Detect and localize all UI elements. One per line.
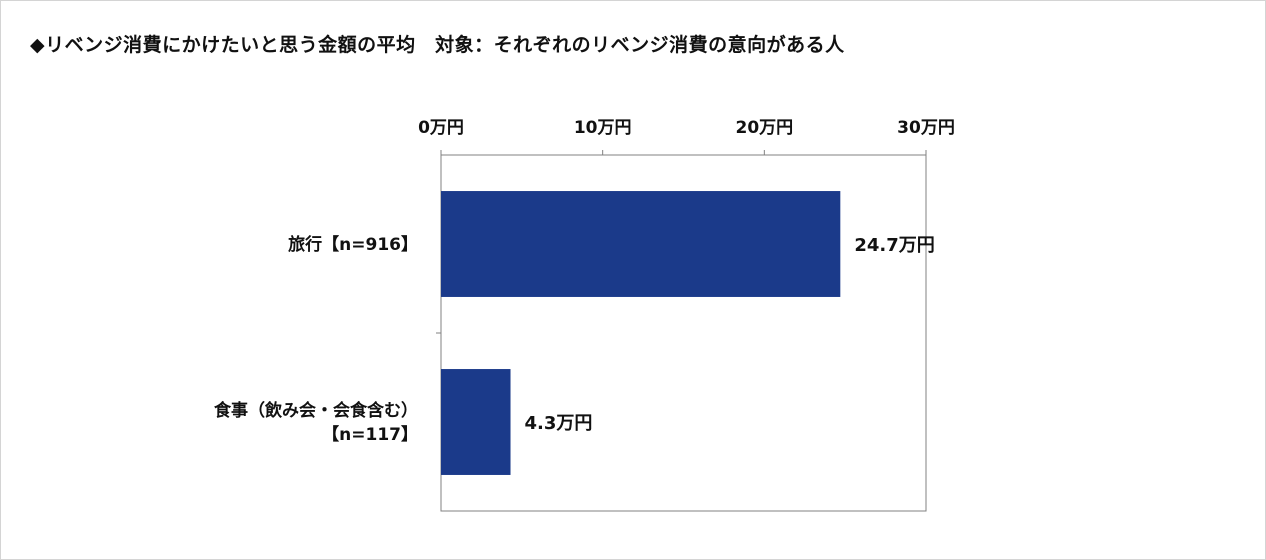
x-axis-ticks [440, 150, 927, 155]
category-label: 旅行【n=916】 [288, 234, 418, 255]
x-tick-label: 0万円 [418, 118, 464, 138]
bars [441, 191, 841, 475]
value-label: 4.3万円 [525, 413, 593, 434]
bar [441, 369, 511, 475]
bar [441, 191, 841, 297]
category-label: 【n=117】 [322, 424, 418, 445]
value-labels: 24.7万円 4.3万円 [525, 235, 935, 434]
x-tick-label: 20万円 [735, 118, 793, 138]
x-tick-label: 10万円 [574, 118, 632, 138]
category-label: 食事（飲み会・会食含む） [214, 400, 418, 421]
x-axis-tick-labels: 0万円 10万円 20万円 30万円 [418, 118, 955, 138]
x-tick-label: 30万円 [897, 118, 955, 138]
chart-title: ◆リベンジ消費にかけたいと思う金額の平均 対象：それぞれのリベンジ消費の意向があ… [30, 34, 845, 56]
category-labels: 旅行【n=916】食事（飲み会・会食含む） 【n=117】 [214, 234, 418, 445]
value-label: 24.7万円 [854, 235, 934, 256]
